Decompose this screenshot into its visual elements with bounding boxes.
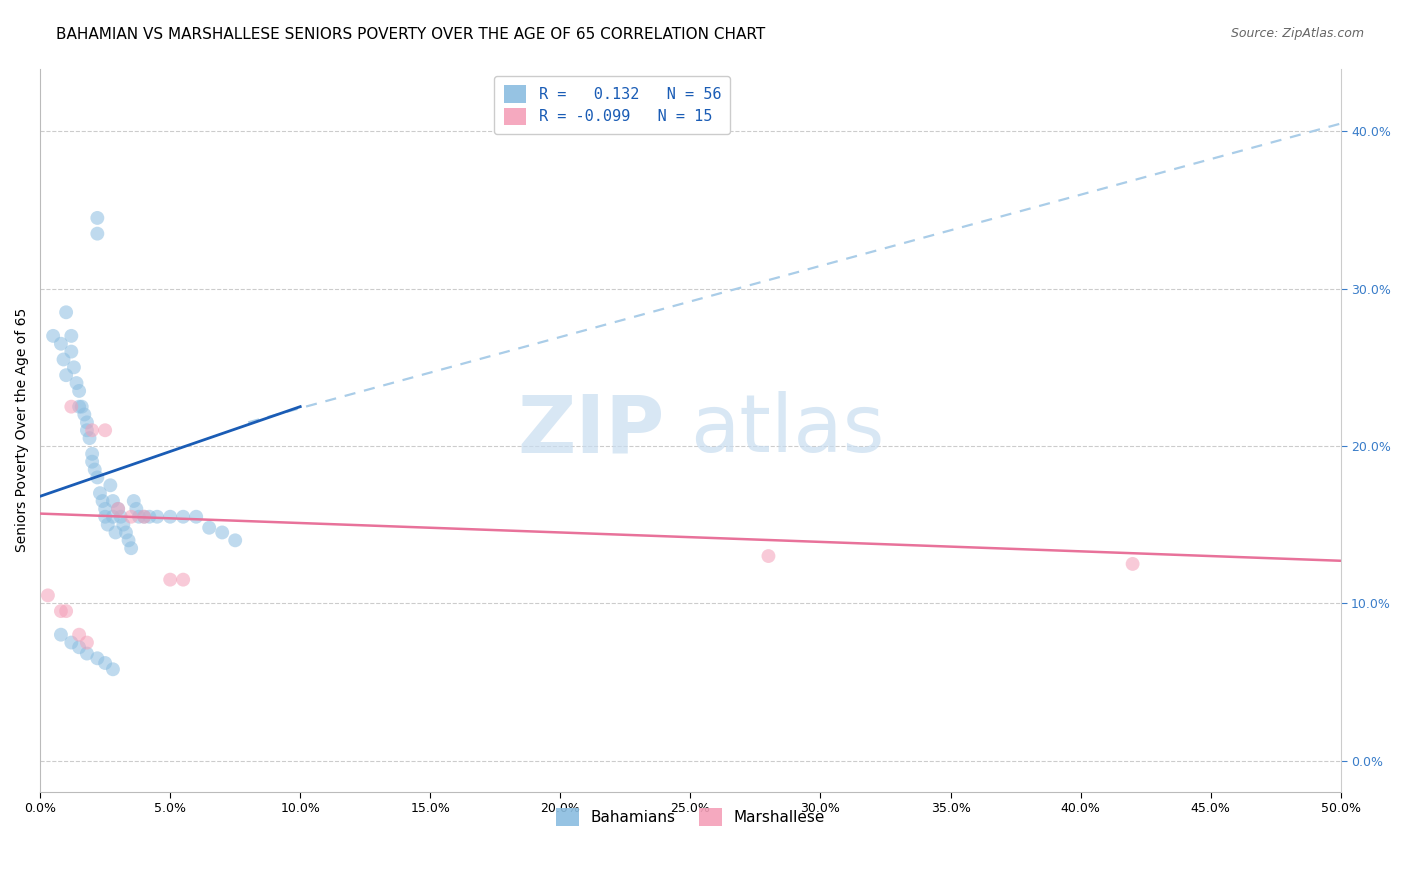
Text: Source: ZipAtlas.com: Source: ZipAtlas.com	[1230, 27, 1364, 40]
Point	[89, 486, 111, 500]
Point	[83, 462, 105, 476]
Point	[134, 509, 156, 524]
Point	[82, 455, 104, 469]
Point	[172, 573, 194, 587]
Point	[224, 533, 246, 548]
Point	[138, 509, 160, 524]
Point	[172, 509, 194, 524]
Point	[198, 521, 221, 535]
Point	[49, 604, 72, 618]
Text: ZIP: ZIP	[517, 392, 665, 469]
Point	[60, 344, 83, 359]
Text: BAHAMIAN VS MARSHALLESE SENIORS POVERTY OVER THE AGE OF 65 CORRELATION CHART: BAHAMIAN VS MARSHALLESE SENIORS POVERTY …	[56, 27, 765, 42]
Point	[79, 431, 101, 445]
Point	[76, 635, 98, 649]
Point	[76, 647, 98, 661]
Point	[55, 604, 77, 618]
Point	[128, 509, 150, 524]
Point	[159, 509, 181, 524]
Point	[76, 423, 98, 437]
Point	[73, 408, 96, 422]
Point	[98, 478, 121, 492]
Point	[159, 573, 181, 587]
Point	[117, 533, 139, 548]
Point	[55, 305, 77, 319]
Point	[86, 211, 108, 225]
Point	[63, 360, 86, 375]
Point	[104, 525, 127, 540]
Point	[82, 447, 104, 461]
Point	[91, 494, 114, 508]
Point	[67, 400, 90, 414]
Point	[107, 501, 129, 516]
Point	[67, 384, 90, 398]
Point	[60, 400, 83, 414]
Point	[60, 329, 83, 343]
Point	[122, 494, 145, 508]
Point	[86, 651, 108, 665]
Point	[94, 423, 117, 437]
Point	[107, 501, 129, 516]
Point	[70, 400, 93, 414]
Point	[758, 549, 780, 563]
Point	[115, 525, 138, 540]
Point	[67, 628, 90, 642]
Point	[120, 509, 142, 524]
Point	[49, 628, 72, 642]
Point	[86, 470, 108, 484]
Point	[112, 517, 135, 532]
Point	[120, 541, 142, 556]
Point	[94, 509, 117, 524]
Point	[49, 336, 72, 351]
Point	[94, 656, 117, 670]
Point	[67, 640, 90, 655]
Point	[211, 525, 233, 540]
Point	[101, 662, 124, 676]
Legend: Bahamians, Marshallese: Bahamians, Marshallese	[547, 799, 834, 835]
Point	[60, 635, 83, 649]
Point	[101, 509, 124, 524]
Point	[110, 509, 132, 524]
Point	[125, 501, 148, 516]
Y-axis label: Seniors Poverty Over the Age of 65: Seniors Poverty Over the Age of 65	[15, 308, 30, 552]
Point	[101, 494, 124, 508]
Point	[186, 509, 208, 524]
Point	[76, 416, 98, 430]
Point	[134, 509, 156, 524]
Point	[82, 423, 104, 437]
Point	[146, 509, 169, 524]
Point	[97, 517, 120, 532]
Point	[94, 501, 117, 516]
Point	[65, 376, 87, 390]
Point	[42, 329, 65, 343]
Text: atlas: atlas	[690, 392, 884, 469]
Point	[1122, 557, 1144, 571]
Point	[55, 368, 77, 383]
Point	[86, 227, 108, 241]
Point	[52, 352, 75, 367]
Point	[37, 588, 59, 602]
